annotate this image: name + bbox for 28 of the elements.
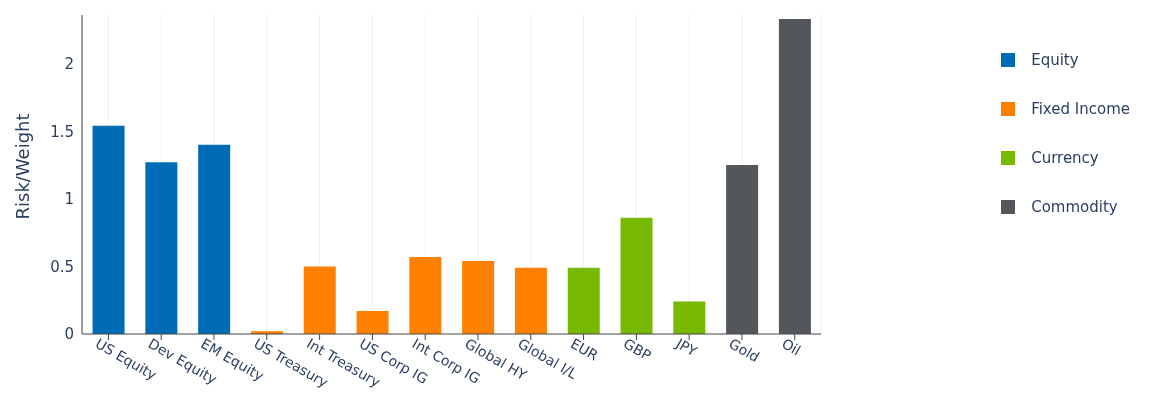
y-tick-label: 0.5 <box>50 257 74 276</box>
legend-label: Commodity <box>1031 198 1118 216</box>
legend-label: Equity <box>1031 51 1079 69</box>
x-tick-label: Gold <box>726 335 763 366</box>
bar <box>145 162 178 334</box>
bar <box>92 125 125 334</box>
y-tick-label: 2 <box>64 54 74 73</box>
y-tick-label: 0 <box>64 325 74 344</box>
x-tick-label: Oil <box>779 335 804 359</box>
bar <box>514 267 547 334</box>
x-tick-label: EUR <box>567 335 602 364</box>
bar <box>356 311 389 334</box>
bar <box>198 144 231 334</box>
bar <box>567 267 600 334</box>
bar <box>620 217 653 334</box>
bar <box>409 256 442 334</box>
x-tick-label: JPY <box>672 334 700 360</box>
x-tick-label: GBP <box>620 335 654 364</box>
bar <box>303 266 336 334</box>
bar <box>462 261 495 334</box>
y-axis-title: Risk/Weight <box>12 113 34 220</box>
legend-label: Currency <box>1031 149 1099 167</box>
bar <box>673 301 706 334</box>
y-tick-label: 1.5 <box>50 122 74 141</box>
legend-label: Fixed Income <box>1031 100 1130 118</box>
y-tick-label: 1 <box>64 190 74 209</box>
bar <box>726 165 759 334</box>
bar <box>778 19 811 334</box>
